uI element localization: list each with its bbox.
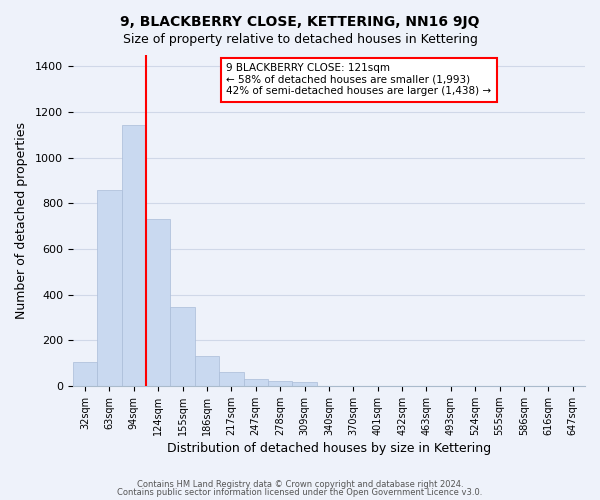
Bar [268,382,292,386]
Text: Size of property relative to detached houses in Kettering: Size of property relative to detached ho… [122,32,478,46]
Bar [122,124,146,386]
Bar [195,356,219,386]
Bar [73,362,97,386]
Bar [97,190,122,386]
Bar [170,307,195,386]
Text: 9, BLACKBERRY CLOSE, KETTERING, NN16 9JQ: 9, BLACKBERRY CLOSE, KETTERING, NN16 9JQ [120,15,480,29]
Bar [244,379,268,386]
Bar [146,220,170,386]
Bar [292,382,317,386]
Y-axis label: Number of detached properties: Number of detached properties [15,122,28,319]
Text: Contains HM Land Registry data © Crown copyright and database right 2024.: Contains HM Land Registry data © Crown c… [137,480,463,489]
Text: Contains public sector information licensed under the Open Government Licence v3: Contains public sector information licen… [118,488,482,497]
Text: 9 BLACKBERRY CLOSE: 121sqm
← 58% of detached houses are smaller (1,993)
42% of s: 9 BLACKBERRY CLOSE: 121sqm ← 58% of deta… [226,64,491,96]
X-axis label: Distribution of detached houses by size in Kettering: Distribution of detached houses by size … [167,442,491,455]
Bar [219,372,244,386]
